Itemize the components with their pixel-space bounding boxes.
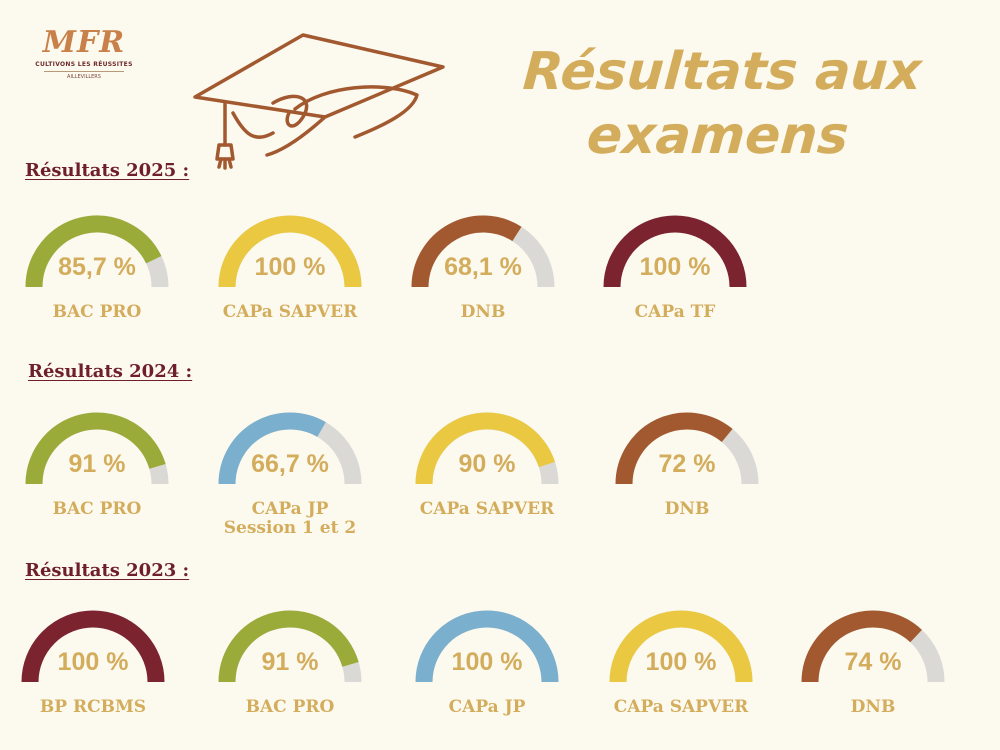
gauge-category-label: BAC PRO xyxy=(52,499,142,519)
gauge-category-label: DNB xyxy=(850,697,896,717)
gauge-value-label: 100 % xyxy=(254,253,326,281)
gauge-value-label: 100 % xyxy=(451,648,523,676)
gauge-category-label: CAPa JP Session 1 et 2 xyxy=(223,499,357,538)
gauge-value-label: 90 % xyxy=(458,450,516,478)
gauge-arc xyxy=(415,610,559,683)
gauge-value-label: 91 % xyxy=(68,450,126,478)
gauge-fill xyxy=(801,610,922,683)
page-title: Résultats aux examens xyxy=(496,40,945,168)
gauge-value-label: 72 % xyxy=(658,450,716,478)
gauge-fill xyxy=(218,412,326,485)
gauge-1-2: 90 % CAPa SAPVER xyxy=(412,412,562,532)
gauge-category-label: CAPa SAPVER xyxy=(419,499,555,519)
gauge-category-label: BP RCBMS xyxy=(39,697,147,717)
gauge-category-label: DNB xyxy=(460,302,506,322)
gauge-value-label: 100 % xyxy=(57,648,129,676)
gauge-fill xyxy=(415,610,559,683)
gauge-1-0: 91 % BAC PRO xyxy=(22,412,172,532)
gauge-arc xyxy=(218,215,362,288)
gauge-arc xyxy=(609,610,753,683)
gauge-category-label: BAC PRO xyxy=(245,697,335,717)
gauge-arc xyxy=(415,412,559,485)
gauge-category-label: CAPa SAPVER xyxy=(613,697,749,717)
gauge-category-label: CAPa JP xyxy=(448,697,526,717)
gauge-arc xyxy=(25,412,169,485)
gauge-fill xyxy=(25,215,162,288)
gauge-1-1: 66,7 % CAPa JP Session 1 et 2 xyxy=(215,412,365,538)
gauge-arc xyxy=(218,610,362,683)
gauge-arc xyxy=(603,215,747,288)
gauge-value-label: 91 % xyxy=(261,648,319,676)
gauge-fill xyxy=(411,215,522,288)
gauge-category-label: BAC PRO xyxy=(52,302,142,322)
gauge-2-0: 100 % BP RCBMS xyxy=(18,610,168,730)
gauge-0-3: 100 % CAPa TF xyxy=(600,215,750,335)
section-heading-2024: Résultats 2024 : xyxy=(28,361,193,382)
gauge-arc xyxy=(801,610,945,683)
gauge-fill xyxy=(615,412,733,485)
title-line-1: Résultats aux xyxy=(521,42,924,102)
gauge-2-4: 74 % DNB xyxy=(798,610,948,730)
gauge-2-3: 100 % CAPa SAPVER xyxy=(606,610,756,730)
gauge-0-1: 100 % CAPa SAPVER xyxy=(215,215,365,335)
section-heading-2025: Résultats 2025 : xyxy=(25,160,190,181)
logo-place: AILLEVILLERS xyxy=(44,71,124,80)
gauge-fill xyxy=(603,215,747,288)
gauge-arc xyxy=(21,610,165,683)
gauge-category-label: CAPa SAPVER xyxy=(222,302,358,322)
gauge-fill xyxy=(25,412,166,485)
gauge-arc xyxy=(411,215,555,288)
gauge-category-label: CAPa TF xyxy=(634,302,716,322)
gauge-value-label: 68,1 % xyxy=(444,253,522,281)
gauge-0-0: 85,7 % BAC PRO xyxy=(22,215,172,335)
gauge-value-label: 74 % xyxy=(844,648,902,676)
gauge-2-2: 100 % CAPa JP xyxy=(412,610,562,730)
gauge-category-label: DNB xyxy=(664,499,710,519)
gauge-value-label: 85,7 % xyxy=(58,253,136,281)
logo-tagline: CULTIVONS LES RÉUSSITES xyxy=(35,61,133,68)
gauge-0-2: 68,1 % DNB xyxy=(408,215,558,335)
mfr-logo: MFR CULTIVONS LES RÉUSSITES AILLEVILLERS xyxy=(28,28,140,82)
logo-text: MFR xyxy=(42,25,126,60)
gauge-fill xyxy=(415,412,556,485)
gauge-fill xyxy=(21,610,165,683)
gauge-1-3: 72 % DNB xyxy=(612,412,762,532)
title-line-2: examens xyxy=(584,106,851,166)
section-heading-2023: Résultats 2023 : xyxy=(25,560,190,581)
gauge-fill xyxy=(218,610,359,683)
gauge-arc xyxy=(25,215,169,288)
gauge-arc xyxy=(218,412,362,485)
gauge-arc xyxy=(615,412,759,485)
gauge-value-label: 100 % xyxy=(639,253,711,281)
graduation-cap-icon xyxy=(193,33,445,170)
gauge-value-label: 66,7 % xyxy=(251,450,329,478)
gauge-value-label: 100 % xyxy=(645,648,717,676)
gauge-2-1: 91 % BAC PRO xyxy=(215,610,365,730)
gauge-fill xyxy=(609,610,753,683)
gauge-fill xyxy=(218,215,362,288)
